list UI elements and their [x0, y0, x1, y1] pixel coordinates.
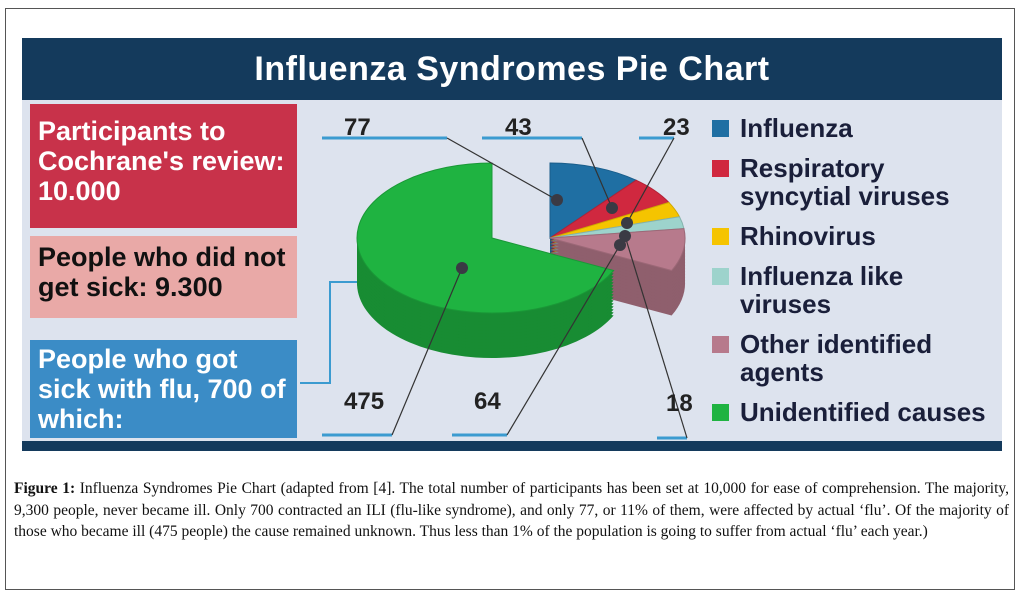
pie-chart	[300, 136, 688, 440]
leader-line	[581, 137, 613, 209]
legend-item: Other identified agents	[712, 330, 997, 386]
legend-swatch	[712, 404, 729, 421]
leader-line	[446, 137, 558, 201]
leader-dot	[606, 202, 618, 214]
data-label-unidentified: 475	[344, 388, 385, 415]
legend-item: Respiratory syncytial viruses	[712, 154, 997, 210]
sick-box: People who got sick with flu, 700 of whi…	[30, 340, 297, 438]
leader-dot	[619, 230, 631, 242]
chart-title: Influenza Syndromes Pie Chart	[22, 38, 1002, 100]
leader-line	[391, 267, 463, 436]
legend-item: Unidentified causes	[712, 398, 997, 426]
figure-frame	[5, 8, 1015, 590]
caption-label: Figure 1:	[14, 480, 76, 497]
figure-caption: Figure 1: Influenza Syndromes Pie Chart …	[14, 478, 1009, 543]
participants-box: Participants to Cochrane's review: 10.00…	[30, 104, 297, 228]
data-label-influenza-like: 18	[666, 390, 693, 417]
legend-item: Influenza	[712, 114, 997, 142]
data-label-rsv: 43	[505, 114, 532, 141]
leader-dot	[551, 194, 563, 206]
bottom-bar	[22, 441, 1002, 451]
leader-dot	[621, 217, 633, 229]
data-label-rhinovirus: 23	[663, 114, 690, 141]
leader-dot	[456, 262, 468, 274]
legend-swatch	[712, 336, 729, 353]
not-sick-box: People who did not get sick: 9.300	[30, 236, 297, 318]
legend-item: Rhinovirus	[712, 222, 997, 250]
pie-slice-unidentified	[356, 162, 615, 314]
data-label-other: 64	[474, 388, 501, 415]
bracket-line	[300, 281, 357, 384]
leader-line	[506, 244, 621, 436]
legend-swatch	[712, 160, 729, 177]
chart-figure: Influenza Syndromes Pie Chart Participan…	[22, 38, 1002, 451]
legend-swatch	[712, 268, 729, 285]
legend: Influenza Respiratory syncytial viruses …	[712, 114, 997, 426]
legend-item: Influenza like viruses	[712, 262, 997, 318]
leader-dot	[614, 239, 626, 251]
leader-line	[626, 137, 675, 224]
pie-slice-influenza	[549, 162, 638, 239]
data-label-influenza: 77	[344, 114, 371, 141]
leader-line	[624, 235, 688, 439]
caption-text: Influenza Syndromes Pie Chart (adapted f…	[14, 480, 1009, 540]
legend-swatch	[712, 120, 729, 137]
legend-swatch	[712, 228, 729, 245]
